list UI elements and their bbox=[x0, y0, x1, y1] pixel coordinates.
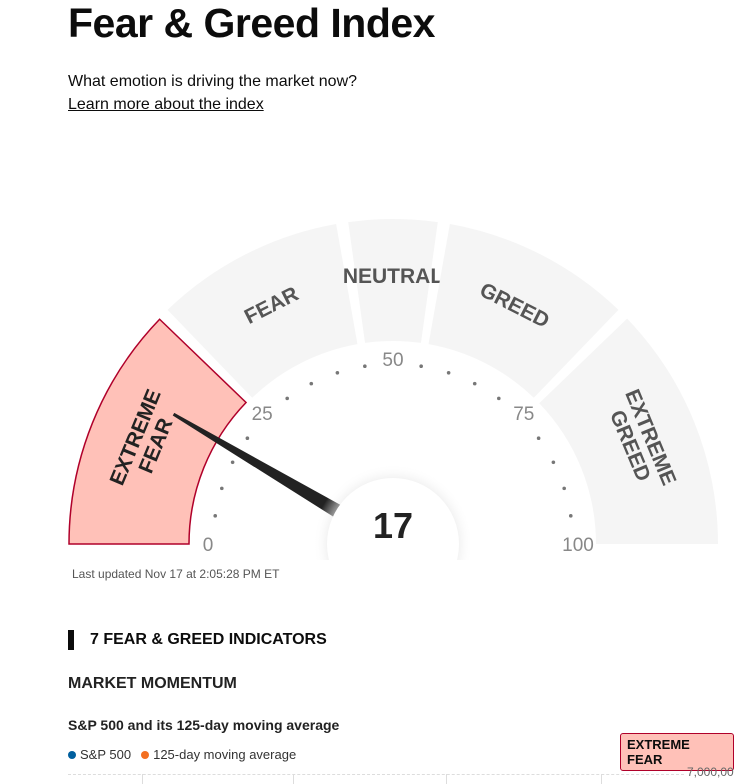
chart-gridline bbox=[68, 774, 684, 775]
gauge-segment-fear bbox=[167, 224, 358, 398]
fear-greed-gauge: EXTREMEFEARFEARNEUTRALGREEDEXTREMEGREED0… bbox=[68, 219, 718, 560]
segment-label: NEUTRAL bbox=[343, 265, 443, 288]
tick-dot bbox=[213, 514, 218, 518]
chart-legend: S&P 500 125-day moving average bbox=[68, 747, 296, 762]
tick-dot bbox=[419, 364, 423, 369]
segment-label-line: NEUTRAL bbox=[343, 265, 443, 288]
gridline bbox=[142, 774, 143, 784]
tick-dot bbox=[309, 381, 314, 386]
legend-ma: 125-day moving average bbox=[141, 747, 296, 762]
rating-badge: EXTREME FEAR bbox=[620, 733, 734, 771]
tick-dot bbox=[562, 486, 566, 491]
gridline bbox=[601, 774, 602, 784]
tick-dot bbox=[285, 396, 289, 401]
gridline bbox=[446, 774, 447, 784]
section-title: MARKET MOMENTUM bbox=[68, 675, 237, 692]
tick-label: 25 bbox=[252, 404, 273, 425]
gauge-segment-extreme-fear bbox=[68, 318, 248, 545]
gauge-segment-extreme-greed bbox=[539, 318, 718, 544]
tick-dot bbox=[245, 436, 250, 440]
tick-dot bbox=[446, 371, 451, 375]
tick-dot bbox=[230, 460, 235, 465]
tick-label: 0 bbox=[203, 535, 214, 556]
tick-dot bbox=[472, 381, 477, 386]
gauge-value: 17 bbox=[373, 505, 413, 546]
gridline bbox=[293, 774, 294, 784]
gauge-needle bbox=[172, 412, 345, 520]
subtitle: What emotion is driving the market now? bbox=[68, 73, 358, 90]
tick-dot bbox=[568, 514, 573, 518]
gauge-segment-neutral bbox=[348, 219, 438, 343]
tick-dot bbox=[497, 396, 501, 401]
blue-dot-icon bbox=[68, 751, 76, 759]
last-updated: Last updated Nov 17 at 2:05:28 PM ET bbox=[72, 567, 280, 581]
legend-sp500: S&P 500 bbox=[68, 747, 131, 762]
tick-label: 50 bbox=[382, 350, 403, 371]
orange-dot-icon bbox=[141, 751, 150, 759]
learn-more-link[interactable]: Learn more about the index bbox=[68, 96, 264, 113]
indicators-heading: 7 FEAR & GREED INDICATORS bbox=[68, 630, 327, 650]
y-tick: 7,000,00 bbox=[687, 765, 734, 779]
tick-dot bbox=[363, 364, 367, 369]
page-title: Fear & Greed Index bbox=[68, 0, 435, 46]
tick-dot bbox=[551, 460, 556, 465]
value-circle bbox=[327, 478, 459, 560]
tick-dot bbox=[335, 371, 340, 375]
tick-label: 100 bbox=[562, 535, 594, 556]
tick-dot bbox=[220, 486, 224, 491]
tick-dot bbox=[536, 436, 541, 440]
chart-title: S&P 500 and its 125-day moving average bbox=[68, 717, 340, 733]
gauge-segment-greed bbox=[428, 224, 619, 398]
tick-label: 75 bbox=[513, 404, 534, 425]
